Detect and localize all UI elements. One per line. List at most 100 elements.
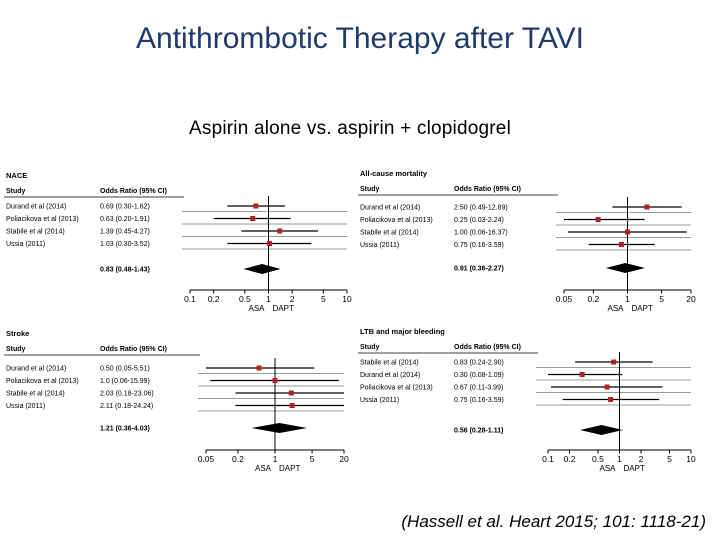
study-name: Durand et al (2014): [6, 204, 66, 211]
point-estimate: [289, 403, 295, 408]
study-name: Poliacikova et al (2013): [360, 217, 433, 224]
panel-title: All-cause mortality: [360, 169, 428, 178]
point-estimate: [288, 390, 294, 396]
x-tick-label: 0.1: [184, 294, 196, 304]
point-estimate: [277, 228, 283, 234]
point-estimate: [267, 241, 273, 246]
x-tick-label: 5: [310, 454, 315, 464]
study-or-text: 1.0 (0.06-15.99): [100, 378, 150, 385]
point-estimate: [256, 365, 262, 371]
col-header-study: Study: [360, 186, 380, 193]
study-name: Ussia (2011): [360, 397, 399, 404]
x-label-asa: ASA: [248, 304, 265, 313]
pooled-diamond: [579, 425, 623, 435]
study-or-text: 0.25 (0.03-2.24): [454, 217, 504, 224]
x-tick-label: 5: [321, 294, 326, 304]
study-or-text: 0.30 (0.08-1.09): [454, 372, 504, 379]
x-label-asa: ASA: [607, 304, 624, 313]
panel-title: Stroke: [6, 329, 29, 338]
study-or-text: 1.03 (0.30-3.52): [100, 241, 150, 248]
x-label-dapt: DAPT: [632, 304, 653, 313]
panel-title: LTB and major bleeding: [360, 327, 445, 336]
study-name: Stabile et al (2014): [360, 360, 419, 367]
study-or-text: 0.69 (0.30-1.62): [100, 204, 150, 211]
study-name: Stabile et al (2014): [6, 229, 65, 236]
point-estimate: [644, 204, 650, 210]
panel-title: NACE: [6, 171, 27, 180]
x-label-dapt: DAPT: [279, 464, 300, 473]
forest-plot-stroke: Stroke Study Odds Ratio (95% CI) Durand et …: [4, 329, 349, 473]
study-or-text: 0.63 (0.20-1.91): [100, 216, 150, 223]
pooled-or-text: 0.83 (0.48-1.43): [100, 267, 150, 274]
study-name: Stabile et al (2014): [360, 230, 419, 237]
x-tick-label: 5: [659, 294, 664, 304]
point-estimate: [595, 217, 601, 222]
x-tick-label: 2: [639, 454, 644, 464]
pooled-diamond: [251, 423, 308, 433]
point-estimate: [272, 378, 278, 383]
study-or-text: 0.67 (0.11-3.99): [454, 385, 503, 392]
pooled-or-text: 0.56 (0.28-1.11): [454, 428, 503, 435]
x-label-asa: ASA: [599, 464, 616, 473]
forest-plot-bleeding: LTB and major bleeding Study Odds Ratio (9…: [358, 327, 696, 473]
x-tick-label: 1: [273, 454, 278, 464]
col-header-study: Study: [6, 188, 26, 195]
x-tick-label: 0.1: [542, 454, 554, 464]
study-or-text: 0.75 (0.16-3.59): [454, 242, 504, 249]
x-tick-label: 1: [625, 294, 630, 304]
x-tick-label: 0.2: [564, 454, 576, 464]
study-name: Poliacikova et al (2013): [360, 385, 433, 392]
x-tick-label: 0.05: [556, 294, 573, 304]
point-estimate: [604, 384, 610, 390]
study-or-text: 1.00 (0.06-16.37): [454, 230, 508, 237]
point-estimate: [250, 216, 256, 221]
study-or-text: 0.83 (0.24-2.90): [454, 360, 504, 367]
study-or-text: 2.11 (0.18-24.24): [100, 403, 153, 410]
x-tick-label: 20: [339, 454, 349, 464]
col-header-or: Odds Ratio (95% CI): [454, 344, 521, 351]
forest-plot-mortality: All-cause mortality Study Odds Ratio (95% …: [358, 169, 696, 313]
x-label-dapt: DAPT: [624, 464, 645, 473]
study-name: Durand et al (2014): [360, 372, 420, 379]
x-tick-label: 0.2: [587, 294, 599, 304]
x-tick-label: 10: [686, 454, 696, 464]
x-tick-label: 0.5: [239, 294, 251, 304]
col-header-study: Study: [360, 344, 380, 351]
x-tick-label: 0.5: [592, 454, 604, 464]
study-name: Poliacikova et al (2013): [6, 378, 79, 385]
study-name: Poliacikova et al (2013): [6, 216, 79, 223]
point-estimate: [253, 203, 259, 209]
study-or-text: 2.50 (0.49-12.89): [454, 205, 508, 212]
study-name: Durand et al (2014): [360, 205, 420, 212]
point-estimate: [625, 229, 630, 235]
study-or-text: 0.50 (0.05-5.51): [100, 366, 150, 373]
study-or-text: 2.03 (0.18-23.06): [100, 391, 154, 398]
point-estimate: [611, 359, 617, 365]
study-or-text: 1.39 (0.45-4.27): [100, 229, 150, 236]
point-estimate: [579, 372, 585, 377]
x-tick-label: 1: [266, 294, 271, 304]
pooled-diamond: [243, 264, 281, 274]
study-name: Ussia (2011): [360, 242, 399, 249]
x-label-asa: ASA: [255, 464, 272, 473]
col-header-study: Study: [6, 346, 26, 353]
point-estimate: [618, 242, 624, 247]
page-title: Antithrombotic Therapy after TAVI: [136, 22, 584, 55]
study-or-text: 0.75 (0.16-3.59): [454, 397, 504, 404]
col-header-or: Odds Ratio (95% CI): [100, 346, 167, 353]
point-estimate: [608, 397, 614, 402]
x-tick-label: 10: [342, 294, 352, 304]
study-name: Durand et al (2014): [6, 366, 66, 373]
col-header-or: Odds Ratio (95% CI): [100, 188, 167, 195]
x-tick-label: 5: [667, 454, 672, 464]
study-name: Stabile et al (2014): [6, 391, 65, 398]
study-name: Ussia (2011): [6, 403, 45, 410]
pooled-or-text: 0.91 (0.36-2.27): [454, 266, 504, 273]
study-name: Ussia (2011): [6, 241, 45, 248]
pooled-diamond: [605, 263, 645, 273]
col-header-or: Odds Ratio (95% CI): [454, 186, 521, 193]
x-tick-label: 0.05: [198, 454, 215, 464]
x-tick-label: 1: [617, 454, 622, 464]
x-tick-label: 2: [290, 294, 295, 304]
x-tick-label: 20: [686, 294, 696, 304]
